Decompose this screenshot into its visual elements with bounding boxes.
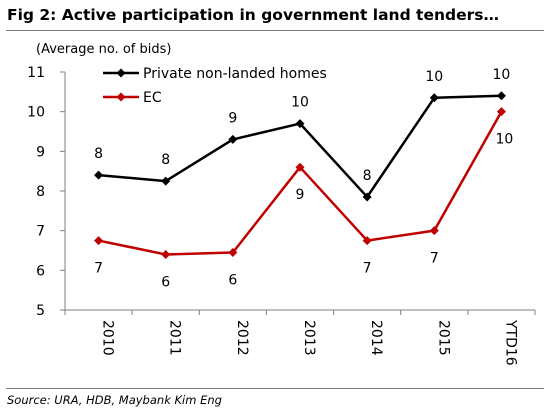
x-tick-label: 2012 bbox=[234, 320, 250, 356]
data-point-marker bbox=[94, 170, 104, 180]
data-point-marker bbox=[496, 107, 506, 117]
data-point-marker bbox=[161, 176, 171, 186]
x-tick-label: YTD16 bbox=[502, 319, 518, 366]
data-label: 7 bbox=[430, 251, 439, 267]
series-line bbox=[98, 111, 503, 256]
data-label: 7 bbox=[94, 261, 103, 277]
x-tick-label: 2010 bbox=[100, 320, 116, 356]
y-tick-label: 9 bbox=[36, 144, 45, 160]
data-point-marker bbox=[94, 236, 104, 246]
x-tick-label: 2013 bbox=[301, 320, 317, 356]
data-label: 10 bbox=[496, 132, 514, 148]
data-label: 8 bbox=[161, 152, 170, 168]
y-tick-label: 8 bbox=[36, 184, 45, 200]
data-label: 8 bbox=[94, 146, 103, 162]
data-label: 10 bbox=[493, 67, 511, 83]
legend-swatch-marker bbox=[116, 68, 126, 78]
title-divider bbox=[6, 30, 544, 31]
data-label: 9 bbox=[296, 187, 305, 203]
data-point-marker bbox=[161, 249, 171, 259]
legend-swatch-marker bbox=[116, 92, 126, 102]
data-label: 7 bbox=[363, 261, 372, 277]
source-note: Source: URA, HDB, Maybank Kim Eng bbox=[7, 393, 222, 407]
chart-axes bbox=[60, 71, 536, 315]
x-tick-labels: 2010 2011 2012 2013 2014 2015 YTD16 bbox=[100, 319, 519, 366]
data-point-marker bbox=[228, 247, 238, 257]
data-point-marker bbox=[496, 91, 506, 101]
y-tick-label: 5 bbox=[36, 303, 45, 319]
y-tick-labels: 5 6 7 8 9 10 11 bbox=[27, 65, 45, 319]
x-tick-label: 2015 bbox=[435, 320, 451, 356]
data-point-marker bbox=[228, 134, 238, 144]
legend-label: Private non-landed homes bbox=[143, 66, 327, 82]
legend-label: EC bbox=[143, 90, 162, 106]
data-label: 9 bbox=[228, 110, 237, 126]
data-point-marker bbox=[362, 192, 372, 202]
y-unit-label: (Average no. of bids) bbox=[36, 42, 171, 57]
figure-title: Fig 2: Active participation in governmen… bbox=[7, 6, 499, 24]
data-point-marker bbox=[295, 162, 305, 172]
data-point-marker bbox=[429, 93, 439, 103]
y-tick-label: 7 bbox=[36, 224, 45, 240]
data-label: 10 bbox=[291, 95, 309, 111]
y-tick-label: 11 bbox=[27, 65, 45, 81]
data-point-marker bbox=[295, 119, 305, 129]
data-point-marker bbox=[362, 236, 372, 246]
y-tick-label: 6 bbox=[36, 263, 45, 279]
x-tick-label: 2014 bbox=[368, 320, 384, 356]
chart-series bbox=[94, 91, 506, 259]
y-tick-label: 10 bbox=[27, 105, 45, 121]
data-point-marker bbox=[429, 226, 439, 236]
data-label: 6 bbox=[228, 272, 237, 288]
data-label: 6 bbox=[161, 274, 170, 290]
series-line bbox=[98, 94, 502, 199]
x-tick-label: 2011 bbox=[167, 320, 183, 356]
data-label: 8 bbox=[363, 168, 372, 184]
chart-legend: Private non-landed homes EC bbox=[103, 66, 327, 106]
source-divider bbox=[6, 388, 544, 389]
data-labels: 8 8 9 10 8 10 10 7 6 6 9 7 7 10 bbox=[94, 67, 513, 291]
data-label: 10 bbox=[425, 69, 443, 85]
